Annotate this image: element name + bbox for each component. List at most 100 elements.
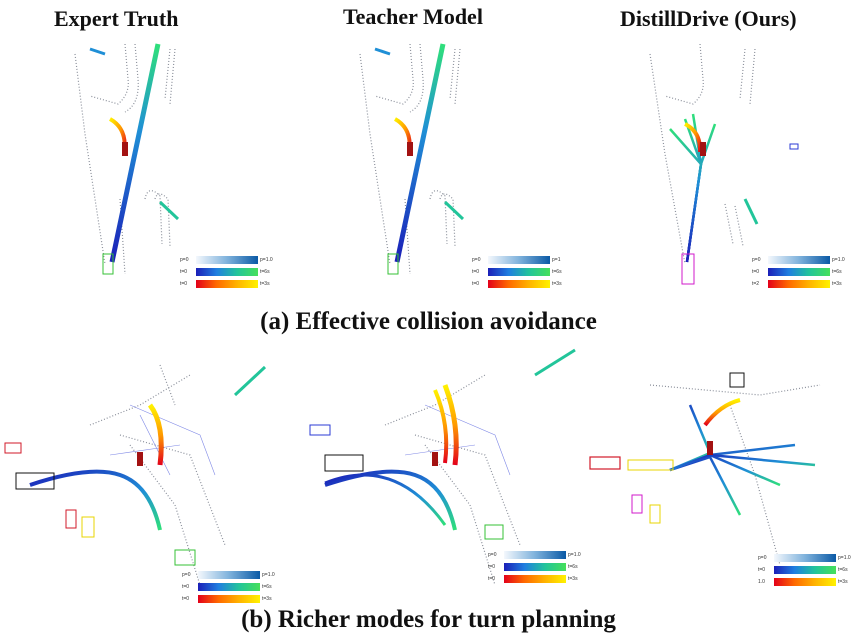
time-colorbar bbox=[504, 575, 566, 583]
agent-box bbox=[309, 424, 331, 436]
ego-vehicle bbox=[122, 142, 128, 156]
prob-colorbar bbox=[768, 256, 830, 264]
prob-colorbar bbox=[488, 256, 550, 264]
ego-vehicle bbox=[137, 452, 143, 466]
legend-label: t=3s bbox=[838, 579, 848, 585]
scene-b-distilldrive bbox=[589, 372, 821, 566]
agent-box bbox=[81, 516, 95, 538]
lane-lines bbox=[384, 374, 521, 586]
panel-a-expert bbox=[30, 34, 280, 294]
agent-box bbox=[789, 143, 799, 150]
agent-trajectory bbox=[147, 403, 164, 466]
legend-label: t=6s bbox=[832, 269, 842, 275]
prob-colorbar bbox=[196, 256, 258, 264]
predicted-modes bbox=[669, 404, 816, 516]
legend-label: p=1 bbox=[552, 257, 561, 263]
legend-label: p=1.0 bbox=[262, 572, 275, 578]
legend-a-teacher: p=0 p=1 t=0 t=6s t=0 t=3s bbox=[472, 255, 570, 295]
agent-box bbox=[102, 253, 114, 275]
legend-label: t=6s bbox=[260, 269, 270, 275]
legend-label: t=6s bbox=[838, 567, 848, 573]
lane-lines bbox=[359, 43, 461, 275]
ego-vehicle bbox=[432, 452, 438, 466]
scene-a-distilldrive bbox=[649, 43, 799, 285]
prob-colorbar bbox=[774, 554, 836, 562]
ego-vehicle bbox=[407, 142, 413, 156]
agent-trajectory bbox=[233, 365, 267, 397]
panel-b-distilldrive bbox=[580, 345, 857, 600]
legend-label: p=1.0 bbox=[838, 555, 851, 561]
legend-label: t=3s bbox=[262, 596, 272, 602]
agent-box bbox=[729, 372, 745, 388]
planned-trajectory bbox=[394, 43, 446, 263]
agent-box bbox=[649, 504, 661, 524]
agent-trajectory bbox=[433, 389, 449, 464]
time-colorbar bbox=[198, 595, 260, 603]
prob-colorbar bbox=[504, 551, 566, 559]
agent-trajectory bbox=[684, 122, 703, 153]
legend-label: p=0 bbox=[472, 257, 481, 263]
agent-trajectory bbox=[374, 47, 391, 56]
plan-colorbar bbox=[488, 268, 550, 276]
legend-label: p=0 bbox=[488, 552, 497, 558]
legend-label: t=0 bbox=[180, 281, 188, 287]
legend-label: t=6s bbox=[262, 584, 272, 590]
agent-box bbox=[4, 442, 22, 454]
agent-trajectory bbox=[534, 348, 576, 377]
plan-colorbar bbox=[196, 268, 258, 276]
legend-label: t=0 bbox=[472, 281, 480, 287]
legend-label: t=3s bbox=[832, 281, 842, 287]
planned-trajectory bbox=[109, 43, 161, 263]
caption-a: (a) Effective collision avoidance bbox=[260, 308, 597, 335]
column-title-distilldrive: DistillDrive (Ours) bbox=[620, 6, 797, 31]
predicted-modes bbox=[669, 113, 717, 263]
time-colorbar bbox=[774, 578, 836, 586]
agent-trajectory bbox=[703, 398, 741, 427]
legend-a-distilldrive: p=0 p=1.0 t=0 t=6s t=2 t=3s bbox=[752, 255, 850, 295]
legend-label: t=0 bbox=[472, 269, 480, 275]
legend-b-teacher: p=0 p=1.0 t=0 t=6s t=0 t=3s bbox=[488, 550, 586, 590]
legend-label: t=0 bbox=[488, 564, 496, 570]
agent-trajectory bbox=[443, 200, 465, 221]
agent-box bbox=[681, 253, 695, 285]
legend-b-expert: p=0 p=1.0 t=0 t=6s t=0 t=3s bbox=[182, 570, 280, 610]
agent-box bbox=[65, 509, 77, 529]
legend-b-distilldrive: p=0 p=1.0 t=0 t=6s 1.0 t=3s bbox=[758, 553, 856, 593]
legend-a-expert: p=0 p=1.0 t=0 t=6s t=0 t=3s bbox=[180, 255, 278, 295]
legend-label: t=6s bbox=[568, 564, 578, 570]
lane-lines bbox=[649, 43, 756, 265]
agent-box bbox=[631, 494, 643, 514]
legend-label: p=1.0 bbox=[260, 257, 273, 263]
agent-trajectory bbox=[442, 384, 459, 466]
legend-label: t=2 bbox=[752, 281, 760, 287]
legend-label: t=0 bbox=[488, 576, 496, 582]
legend-label: t=3s bbox=[552, 281, 562, 287]
planned-trajectory bbox=[29, 469, 162, 531]
legend-label: t=0 bbox=[182, 596, 190, 602]
ego-vehicle bbox=[700, 142, 706, 156]
agent-box bbox=[324, 454, 364, 472]
legend-label: p=0 bbox=[180, 257, 189, 263]
legend-label: t=0 bbox=[180, 269, 188, 275]
agent-box bbox=[174, 549, 196, 566]
panel-a-distilldrive bbox=[605, 34, 855, 294]
lane-lines bbox=[649, 384, 821, 566]
agent-trajectory bbox=[158, 200, 180, 221]
lane-lines bbox=[74, 43, 176, 275]
legend-label: t=0 bbox=[752, 269, 760, 275]
legend-label: 1.0 bbox=[758, 579, 765, 585]
plan-colorbar bbox=[774, 566, 836, 574]
scene-b-teacher bbox=[309, 348, 576, 586]
ego-vehicle bbox=[707, 441, 713, 455]
agent-box bbox=[589, 456, 621, 470]
legend-label: t=3s bbox=[260, 281, 270, 287]
lane-lines bbox=[404, 404, 511, 476]
planned-trajectory bbox=[324, 473, 447, 526]
panel-b-expert bbox=[0, 345, 285, 600]
agent-box bbox=[627, 459, 674, 471]
agent-box bbox=[484, 524, 504, 540]
panel-a-teacher bbox=[315, 34, 565, 294]
legend-label: p=1.0 bbox=[568, 552, 581, 558]
scene-a-expert bbox=[74, 43, 180, 275]
legend-label: p=0 bbox=[182, 572, 191, 578]
